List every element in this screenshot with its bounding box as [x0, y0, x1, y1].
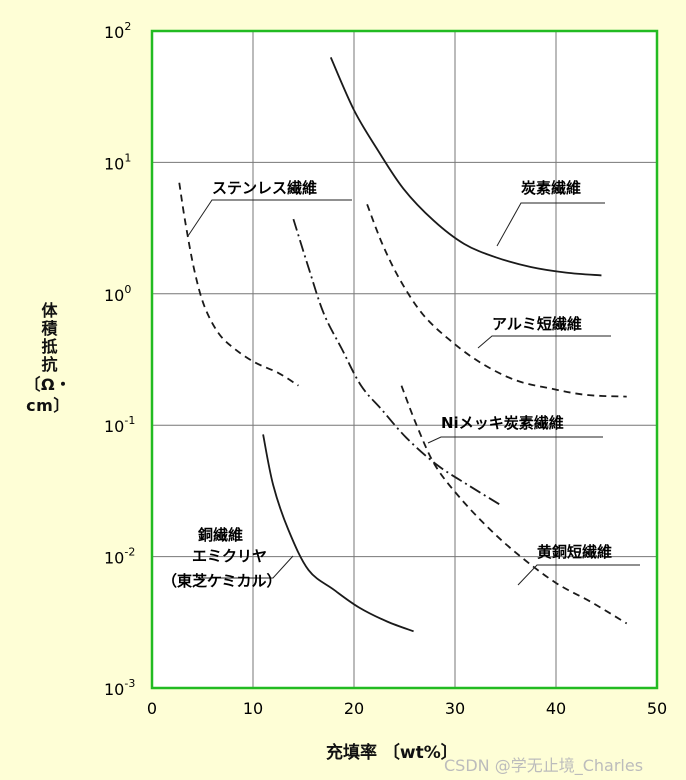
annotation-copper-line3: （東芝ケミカル）	[162, 572, 282, 590]
series-line-1	[329, 57, 602, 277]
annotation-leader-2	[477, 335, 611, 349]
annotation-leaders	[187, 199, 640, 586]
y-axis-unit: 〔Ω・cm〕	[24, 375, 72, 415]
annotation-leader-5	[517, 564, 640, 586]
y-axis-label: 体積抵抗	[38, 302, 58, 374]
y-tick-label: 10-2	[104, 546, 135, 568]
x-tick-label: 50	[647, 699, 667, 718]
series-line-4	[262, 434, 414, 633]
annotation-copper-line1: 銅繊維	[198, 526, 243, 544]
y-tick-label: 10-1	[104, 414, 135, 436]
plot-frame	[150, 29, 659, 690]
x-tick-label: 10	[243, 699, 263, 718]
y-tick-label: 10-3	[104, 677, 135, 699]
annotation-nickel: Niメッキ炭素繊維	[441, 414, 564, 432]
x-tick-label: 30	[445, 699, 465, 718]
annotation-stainless: ステンレス繊維	[212, 179, 317, 197]
x-tick-label: 40	[546, 699, 566, 718]
series-line-2	[366, 203, 627, 398]
series-curves	[178, 57, 628, 633]
axis-tick-labels: 0 10 20 30 40 50 10-3 10-2 10-1 100 101 102	[104, 20, 667, 718]
annotation-carbon: 炭素繊維	[521, 179, 581, 197]
grid-lines	[152, 31, 657, 688]
y-tick-label: 100	[104, 283, 131, 305]
annotation-brass: 黄銅短繊維	[537, 543, 612, 561]
x-tick-label: 20	[344, 699, 364, 718]
annotation-leader-1	[496, 202, 605, 247]
annotation-leader-4	[198, 555, 294, 579]
annotation-aluminum: アルミ短繊維	[492, 315, 582, 333]
x-tick-label: 0	[147, 699, 157, 718]
series-line-3	[292, 218, 500, 506]
y-tick-label: 101	[104, 151, 131, 173]
annotation-copper-line2: エミクリヤ	[192, 547, 267, 565]
y-axis-title: 体積抵抗 〔Ω・cm〕	[8, 302, 88, 416]
series-line-5	[400, 385, 628, 625]
watermark: CSDN @学无止境_Charles	[444, 756, 644, 775]
x-axis-label: 充填率 〔wt%〕	[326, 743, 458, 763]
y-tick-label: 102	[104, 20, 131, 42]
annotation-leader-3	[427, 436, 603, 444]
series-line-0	[178, 182, 299, 387]
annotation-leader-0	[187, 199, 352, 237]
series-annotations: ステンレス繊維 炭素繊維 アルミ短繊維 Niメッキ炭素繊維 銅繊維 エミクリヤ …	[162, 179, 612, 590]
